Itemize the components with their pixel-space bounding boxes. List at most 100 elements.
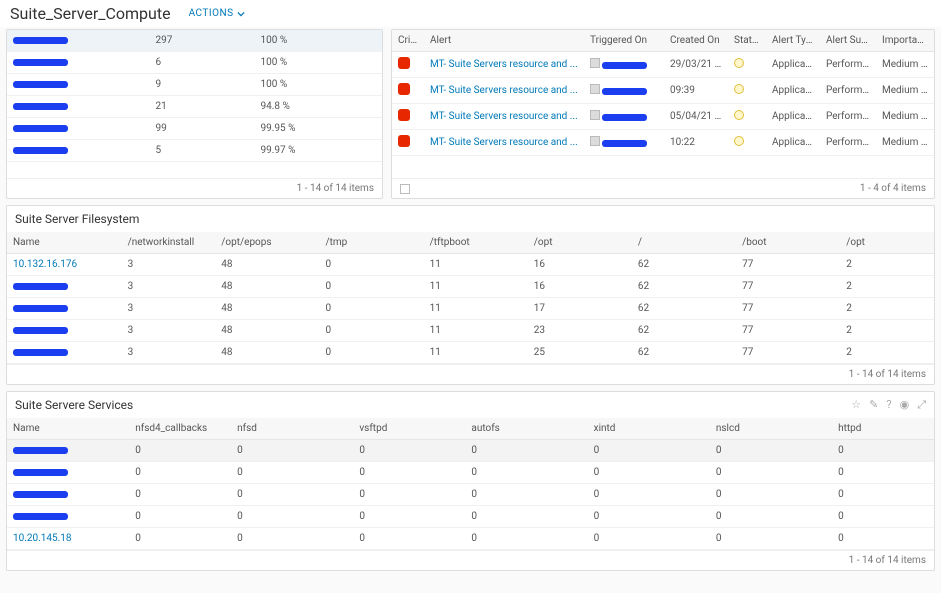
server-name-redacted[interactable] [13, 37, 68, 44]
fs-v5: 16 [528, 276, 632, 298]
fs-col-opt2[interactable]: /opt [840, 232, 934, 254]
fs-col-root[interactable]: / [632, 232, 736, 254]
svc-v2: 0 [231, 506, 353, 528]
fs-v2: 48 [215, 342, 319, 364]
col-triggered-on[interactable]: Triggered On [584, 30, 664, 52]
table-row[interactable]: 0000000 [7, 462, 934, 484]
svc-v5: 0 [588, 528, 710, 550]
eye-icon[interactable]: ◉ [900, 398, 910, 412]
filesystem-table-body[interactable]: Name /networkinstall /opt/epops /tmp /tf… [7, 232, 934, 364]
table-row[interactable]: 0000000 [7, 440, 934, 462]
services-table-body[interactable]: Name nfsd4_callbacks nfsd vsftpd autofs … [7, 418, 934, 550]
table-row[interactable]: 297100 % [7, 30, 382, 52]
table-row[interactable]: 9999.95 % [7, 118, 382, 140]
fs-col-networkinstall[interactable]: /networkinstall [122, 232, 216, 254]
col-created-on[interactable]: Created On [664, 30, 728, 52]
table-row[interactable]: 599.97 % [7, 140, 382, 162]
svc-col-autofs[interactable]: autofs [465, 418, 587, 440]
col-alert[interactable]: Alert [424, 30, 584, 52]
server-name-redacted[interactable] [13, 147, 68, 154]
fs-col-tmp[interactable]: /tmp [319, 232, 423, 254]
table-row[interactable]: 10.20.145.180000000 [7, 528, 934, 550]
svc-col-vsftpd[interactable]: vsftpd [353, 418, 465, 440]
fs-v3: 0 [319, 320, 423, 342]
importance-value: Medium (... [876, 78, 934, 104]
table-row[interactable]: 6100 % [7, 52, 382, 74]
triggered-on-redacted [602, 140, 647, 147]
server-name-redacted[interactable] [13, 491, 68, 498]
server-name-redacted[interactable] [13, 59, 68, 66]
server-link[interactable]: 10.132.16.176 [13, 259, 77, 270]
alert-link[interactable]: MT- Suite Servers resource and ... [430, 85, 578, 96]
server-name-redacted[interactable] [13, 125, 68, 132]
services-footer: 1 - 14 of 14 items [7, 550, 934, 570]
table-row[interactable]: 3480112562772 [7, 342, 934, 364]
svc-col-nfsd[interactable]: nfsd [231, 418, 353, 440]
table-row[interactable]: 2194.8 % [7, 96, 382, 118]
fs-col-tftpboot[interactable]: /tftpboot [424, 232, 528, 254]
alerts-footer-text: 1 - 4 of 4 items [860, 183, 926, 194]
fs-col-boot[interactable]: /boot [736, 232, 840, 254]
alert-link[interactable]: MT- Suite Servers resource and ... [430, 137, 578, 148]
table-row[interactable]: 9100 % [7, 74, 382, 96]
triggered-on-redacted [602, 88, 647, 95]
table-row[interactable]: MT- Suite Servers resource and ... 05/04… [392, 104, 934, 130]
svc-v1: 0 [129, 440, 231, 462]
table-row[interactable]: MT- Suite Servers resource and ... 29/03… [392, 52, 934, 78]
table-row[interactable]: 0000000 [7, 484, 934, 506]
table-row[interactable]: 3480111762772 [7, 298, 934, 320]
col-importance[interactable]: Importance... [876, 30, 934, 52]
svc-col-nfsd4[interactable]: nfsd4_callbacks [129, 418, 231, 440]
svc-col-httpd[interactable]: httpd [832, 418, 934, 440]
col-alert-subtype[interactable]: Alert Subt... [820, 30, 876, 52]
actions-dropdown[interactable]: ACTIONS [189, 8, 245, 19]
fs-v1: 3 [122, 254, 216, 276]
svc-col-xintd[interactable]: xintd [588, 418, 710, 440]
fs-v7: 77 [736, 342, 840, 364]
col-status[interactable]: Status [728, 30, 766, 52]
svc-v3: 0 [353, 462, 465, 484]
expand-icon[interactable]: ⤢ [917, 398, 926, 412]
fs-v3: 0 [319, 298, 423, 320]
alert-subtype-value: Perform... [820, 78, 876, 104]
table-row[interactable]: 10.132.16.1763480111662772 [7, 254, 934, 276]
server-name-redacted[interactable] [13, 283, 68, 290]
alerts-table-body[interactable]: Criticality Alert Triggered On Created O… [392, 30, 934, 178]
fs-col-name[interactable]: Name [7, 232, 122, 254]
fs-col-optepops[interactable]: /opt/epops [215, 232, 319, 254]
fs-v5: 16 [528, 254, 632, 276]
help-icon[interactable]: ? [886, 398, 891, 412]
column-toggle-icon[interactable] [400, 184, 410, 194]
server-name-redacted[interactable] [13, 305, 68, 312]
table-row[interactable]: MT- Suite Servers resource and ... 09:39… [392, 78, 934, 104]
server-name-redacted[interactable] [13, 327, 68, 334]
alert-link[interactable]: MT- Suite Servers resource and ... [430, 59, 578, 70]
filesystem-panel: Suite Server Filesystem Name /networkins… [6, 205, 935, 385]
table-row[interactable]: MT- Suite Servers resource and ... 10:22… [392, 130, 934, 156]
server-name-redacted[interactable] [13, 103, 68, 110]
filesystem-footer: 1 - 14 of 14 items [7, 364, 934, 384]
pin-icon[interactable]: ☆ [851, 398, 861, 412]
server-name-redacted[interactable] [13, 469, 68, 476]
col-alert-type[interactable]: Alert Type [766, 30, 820, 52]
compute-table-body[interactable]: 297100 %6100 %9100 %2194.8 %9999.95 %599… [7, 30, 382, 178]
col-criticality[interactable]: Criticality [392, 30, 424, 52]
server-name-redacted[interactable] [13, 513, 68, 520]
server-name-redacted[interactable] [13, 447, 68, 454]
table-row[interactable]: 0000000 [7, 506, 934, 528]
fs-v6: 62 [632, 276, 736, 298]
importance-value: Medium (... [876, 130, 934, 156]
table-row[interactable]: 3480111662772 [7, 276, 934, 298]
svc-col-name[interactable]: Name [7, 418, 129, 440]
server-name-redacted[interactable] [13, 81, 68, 88]
services-header: Suite Servere Services ☆ ✎ ? ◉ ⤢ [7, 392, 934, 418]
server-name-redacted[interactable] [13, 349, 68, 356]
alert-link[interactable]: MT- Suite Servers resource and ... [430, 111, 578, 122]
fs-col-opt[interactable]: /opt [528, 232, 632, 254]
fs-v8: 2 [840, 298, 934, 320]
table-row[interactable]: 3480112362772 [7, 320, 934, 342]
compute-value-1: 21 [150, 96, 255, 118]
edit-icon[interactable]: ✎ [869, 398, 878, 412]
server-link[interactable]: 10.20.145.18 [13, 533, 72, 544]
svc-col-nslcd[interactable]: nslcd [710, 418, 832, 440]
